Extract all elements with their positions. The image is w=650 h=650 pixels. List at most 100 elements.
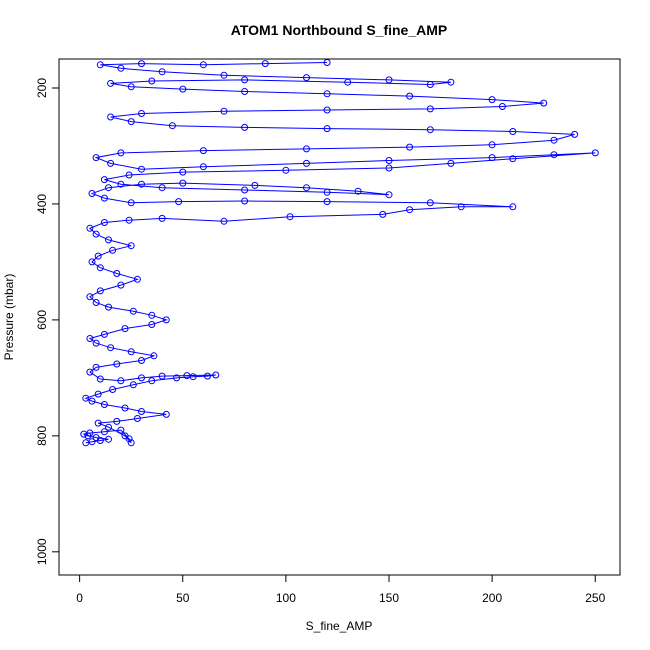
x-tick-label: 150 xyxy=(379,591,399,605)
data-point xyxy=(183,372,191,380)
y-tick-label: 1000 xyxy=(35,538,49,565)
data-point xyxy=(133,415,141,422)
data-point xyxy=(204,372,211,380)
y-tick-label: 200 xyxy=(35,78,49,98)
data-point xyxy=(86,429,94,437)
data-point xyxy=(447,159,455,167)
data-point xyxy=(92,363,100,371)
data-point xyxy=(121,325,129,333)
data-point xyxy=(426,126,434,134)
data-point xyxy=(179,179,187,187)
data-point xyxy=(138,374,145,382)
data-point xyxy=(86,224,94,232)
data-point xyxy=(121,404,129,412)
x-tick-label: 250 xyxy=(585,591,605,605)
data-point xyxy=(303,159,310,167)
series-line xyxy=(82,62,596,444)
data-point xyxy=(175,198,183,206)
data-point xyxy=(127,242,135,250)
data-point xyxy=(117,180,125,188)
data-point xyxy=(100,330,108,338)
data-point xyxy=(100,176,108,184)
data-point xyxy=(241,123,249,131)
data-point xyxy=(323,90,331,98)
data-point xyxy=(109,386,117,393)
data-point xyxy=(498,103,506,110)
data-point xyxy=(509,128,517,135)
data-point xyxy=(158,184,166,192)
data-point xyxy=(105,184,112,192)
data-point xyxy=(127,348,135,356)
data-point xyxy=(138,110,145,117)
data-point xyxy=(457,203,465,211)
data-point xyxy=(96,287,104,295)
data-point xyxy=(107,79,115,87)
data-point xyxy=(100,194,108,202)
data-point xyxy=(261,60,269,68)
data-point xyxy=(133,275,141,283)
y-tick-label: 400 xyxy=(35,194,49,214)
data-point xyxy=(92,154,100,162)
data-point xyxy=(92,339,100,347)
data-point xyxy=(88,258,96,266)
data-point xyxy=(148,321,156,328)
data-point xyxy=(354,187,362,195)
data-point xyxy=(406,92,414,100)
data-point xyxy=(323,188,331,196)
data-point xyxy=(86,293,94,301)
data-point xyxy=(303,184,310,192)
data-point xyxy=(138,180,145,188)
data-point xyxy=(94,390,102,398)
data-point xyxy=(540,99,548,107)
data-point xyxy=(550,151,558,159)
data-point xyxy=(323,106,331,114)
data-point xyxy=(550,136,558,144)
data-point xyxy=(92,299,100,306)
data-point xyxy=(158,68,166,76)
data-point xyxy=(168,122,176,130)
data-point xyxy=(286,213,294,221)
data-point xyxy=(105,435,112,443)
data-point xyxy=(426,105,434,113)
data-point xyxy=(173,374,181,382)
data-point xyxy=(150,352,158,360)
data-point xyxy=(86,368,94,376)
data-point xyxy=(129,307,137,315)
chart-title: ATOM1 Northbound S_fine_AMP xyxy=(231,22,447,38)
data-point xyxy=(488,96,496,104)
x-axis: 0 50 100 150 200 250 xyxy=(76,574,606,605)
data-point xyxy=(117,149,125,157)
data-point xyxy=(129,381,137,389)
data-point xyxy=(107,113,115,121)
data-point xyxy=(105,423,112,431)
data-point xyxy=(94,252,102,260)
data-point xyxy=(199,163,207,171)
data-point xyxy=(158,214,166,222)
data-point xyxy=(88,397,96,405)
data-point xyxy=(241,76,249,84)
data-point xyxy=(303,74,310,82)
x-tick-label: 200 xyxy=(482,591,502,605)
data-point xyxy=(179,85,187,93)
data-point xyxy=(591,149,599,157)
data-point xyxy=(212,371,220,379)
data-point xyxy=(117,281,125,289)
data-point xyxy=(179,168,187,176)
x-axis-label: S_fine_AMP xyxy=(306,619,373,633)
data-point xyxy=(105,236,112,244)
data-point xyxy=(509,155,517,163)
x-tick-label: 0 xyxy=(76,591,83,605)
data-point xyxy=(125,171,133,179)
data-point xyxy=(138,165,145,173)
data-point xyxy=(113,270,121,277)
data-point xyxy=(88,438,96,446)
data-point xyxy=(125,216,133,224)
data-point xyxy=(241,197,249,205)
data-point xyxy=(158,372,166,380)
y-axis-label: Pressure (mbar) xyxy=(2,274,16,361)
data-point xyxy=(385,164,393,172)
data-point xyxy=(82,394,90,402)
data-point xyxy=(199,147,207,155)
data-point xyxy=(323,198,331,206)
